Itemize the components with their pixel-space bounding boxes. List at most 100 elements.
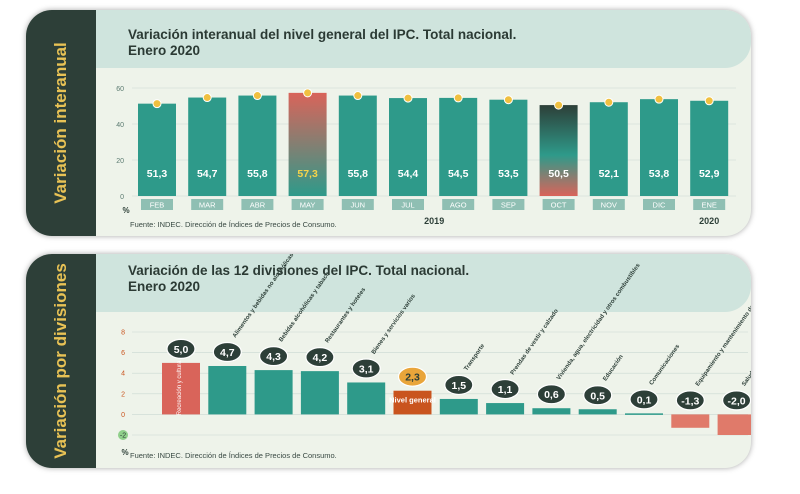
bar-value-label: 54,4 — [398, 168, 419, 180]
bar-value-label: 52,9 — [699, 168, 720, 180]
bar — [489, 99, 528, 196]
x-tick-label: AGO — [450, 201, 467, 210]
bar-value-label: 3,1 — [359, 363, 374, 375]
year-label: 2020 — [699, 216, 719, 226]
bar-value-label: 54,7 — [197, 168, 218, 180]
bar — [188, 97, 227, 196]
category-label: Bienes y servicios varios — [371, 293, 417, 356]
category-label: Alimentos y bebidas no alcohólicas — [232, 254, 296, 339]
y-tick-label: 6 — [121, 350, 125, 357]
y-tick-label: 8 — [121, 330, 125, 337]
value-bubble — [212, 341, 242, 363]
month-label-box — [141, 199, 173, 210]
divisions-chart-subtitle: Enero 2020 — [128, 279, 201, 294]
bar-value-label: 55,8 — [348, 168, 369, 180]
x-tick-label: MAR — [199, 201, 216, 210]
bar-top-marker — [704, 96, 714, 106]
bar-value-label: 54,5 — [448, 168, 469, 180]
monthly-chart-title-text: Variación interanual del nivel general d… — [128, 27, 517, 42]
bar-top-marker — [654, 94, 664, 104]
x-tick-label: DIC — [653, 201, 667, 210]
bar-inner-label: Nivel general — [389, 395, 436, 404]
x-tick-label: SEP — [501, 201, 516, 210]
bar-value-label: 50,5 — [548, 168, 569, 180]
y-tick-label: 4 — [121, 371, 125, 378]
bar-top-marker — [152, 99, 162, 109]
category-label: Bebidas alcohólicas y tabaco — [278, 271, 331, 343]
bar-top-marker — [554, 100, 564, 110]
value-bubble — [675, 390, 705, 411]
bar-value-label: 1,1 — [498, 384, 513, 396]
category-label: Equipamiento y mantenimiento del hogar — [695, 287, 751, 387]
value-bubble — [166, 338, 196, 360]
bar — [439, 398, 478, 415]
x-tick-label: JUL — [401, 201, 414, 210]
value-bubble — [490, 378, 520, 400]
bar — [625, 413, 663, 415]
y-tick-label: -2 — [120, 433, 126, 440]
bar-top-marker — [503, 95, 513, 105]
month-label-box — [392, 199, 424, 210]
bar — [589, 102, 628, 196]
category-label: Salud — [741, 370, 751, 387]
bar — [717, 414, 751, 435]
bar-value-label: 55,8 — [247, 168, 268, 180]
bar — [439, 97, 478, 196]
bar-value-label: 1,5 — [451, 380, 466, 392]
bar — [347, 382, 386, 415]
bar — [578, 409, 617, 415]
x-tick-label: ENE — [701, 201, 716, 210]
bar — [640, 99, 678, 196]
divisions-chart-svg: -2 0 2 4 6 8% Recreación y cultura 5,0 4,7 Alimen… — [118, 254, 751, 457]
bar-value-label: 57,3 — [297, 168, 318, 180]
bar-value-label: 52,1 — [599, 168, 620, 180]
monthly-chart-header — [96, 10, 751, 68]
month-label-box — [291, 199, 324, 210]
bar-value-label: 0,5 — [590, 390, 605, 402]
bar-value-label: 5,0 — [174, 344, 189, 356]
bar — [238, 95, 277, 196]
bar — [539, 105, 578, 196]
bar-value-label: 0,1 — [637, 394, 652, 406]
bar — [208, 365, 247, 415]
monthly-chart-side-band: Variación interanual — [26, 10, 96, 236]
bar-value-label: 4,3 — [266, 351, 281, 363]
y-unit-label: % — [121, 448, 128, 457]
divisions-chart-ylabel: Variación por divisiones — [51, 263, 70, 459]
month-label-box — [643, 199, 675, 210]
y-tick-label: 40 — [116, 122, 124, 129]
bar-top-marker — [353, 91, 363, 101]
bar — [338, 95, 377, 196]
bar — [690, 100, 729, 196]
x-tick-label: FEB — [150, 201, 165, 210]
bar — [532, 408, 571, 415]
month-label-box — [191, 199, 224, 210]
bar-top-marker — [453, 93, 463, 103]
bar-value-label: 4,2 — [313, 352, 328, 364]
bar-value-label: 0,6 — [544, 389, 559, 401]
monthly-chart-subtitle: Enero 2020 — [128, 43, 201, 58]
divisions-chart-source: Fuente: INDEC. Dirección de Índices de P… — [130, 451, 337, 460]
bar-top-marker — [604, 97, 614, 107]
month-label-box — [492, 199, 525, 210]
negative-tick-marker — [118, 430, 128, 440]
category-label: Transporte — [464, 343, 487, 372]
divisions-chart-panel: Variación por divisiones Variación de la… — [26, 254, 751, 468]
value-bubble — [536, 384, 566, 405]
bar-inner-label: Recreación y cultura — [177, 360, 183, 415]
month-label-box — [442, 199, 475, 210]
bar-value-label: 2,3 — [405, 372, 420, 384]
month-label-box — [341, 199, 374, 210]
bar-value-label: -1,3 — [681, 395, 699, 407]
bar-top-marker — [252, 91, 262, 101]
bar-value-label: 4,7 — [220, 347, 235, 359]
monthly-chart-panel: Variación interanual Variación interanua… — [26, 10, 751, 236]
bar-top-marker — [202, 93, 212, 103]
bar — [288, 92, 327, 196]
y-tick-label: 20 — [116, 158, 124, 165]
category-label: Comunicaciones — [649, 343, 682, 386]
y-tick-label: 0 — [120, 194, 124, 201]
value-bubble — [351, 358, 381, 379]
month-label-box — [241, 199, 274, 210]
bar-top-marker — [403, 93, 413, 103]
